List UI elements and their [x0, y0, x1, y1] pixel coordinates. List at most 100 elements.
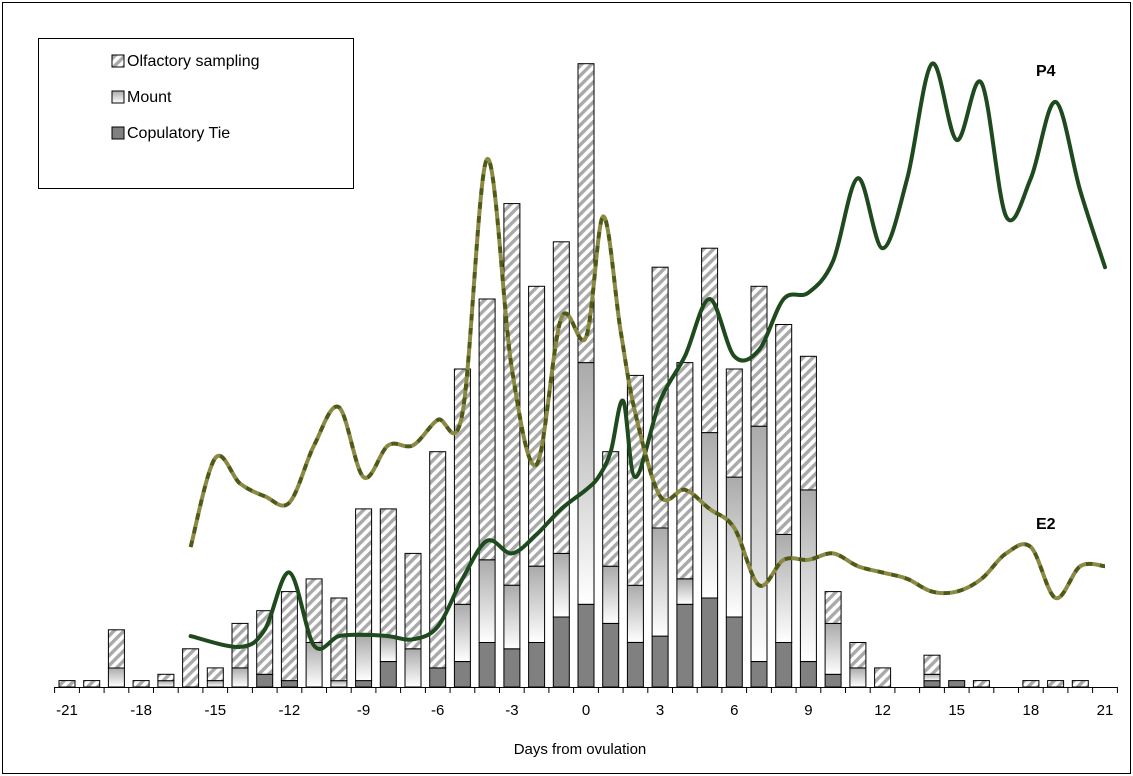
bar-olfactory-sampling-day--16 [182, 648, 200, 688]
bar-copulatory-tie-day-9 [799, 661, 817, 688]
bar-copulatory-tie-day--12 [280, 680, 298, 688]
bar-copulatory-tie-day--6 [429, 667, 447, 688]
bar-olfactory-sampling-day-16 [972, 680, 990, 688]
bar-mount-day-11 [849, 667, 867, 688]
bar-olfactory-sampling-day--19 [107, 629, 125, 669]
bar-mount-day-2 [626, 584, 644, 643]
bar-copulatory-tie-day--4 [478, 642, 496, 688]
bar-olfactory-sampling-day-4 [676, 362, 694, 580]
bar-olfactory-sampling-day-12 [874, 667, 892, 688]
bar-mount-day-9 [799, 489, 817, 662]
bar-mount-day--15 [206, 680, 224, 688]
bar-mount-day-14 [923, 673, 941, 682]
bar-mount-day-8 [775, 533, 793, 644]
bar-olfactory-sampling-day--6 [429, 451, 447, 669]
bar-copulatory-tie-day-5 [701, 597, 719, 688]
bar-mount-day-7 [750, 425, 768, 663]
x-tick-label: -15 [204, 702, 226, 719]
bar-copulatory-tie-day--5 [453, 661, 471, 688]
bar-mount-day-1 [602, 565, 620, 624]
bar-copulatory-tie-day--9 [355, 680, 373, 688]
bar-mount-day-6 [725, 476, 743, 618]
bar-olfactory-sampling-day--21 [58, 680, 76, 688]
bar-olfactory-sampling-day-9 [799, 355, 817, 491]
bar-mount-day-5 [701, 432, 719, 599]
x-ticks-group: -21 -18 -15 -12 -9 -6 -3 0 3 6 9 12 15 18 21 [54, 687, 1118, 719]
bar-mount-day--19 [107, 667, 125, 688]
bar-olfactory-sampling-day-6 [725, 368, 743, 478]
bar-copulatory-tie-day--1 [552, 616, 570, 688]
bar-mount-day--9 [355, 635, 373, 682]
bar-olfactory-sampling-day-19 [1047, 680, 1065, 688]
bar-olfactory-sampling-day--1 [552, 241, 570, 554]
legend-swatch-olfactory [111, 54, 125, 68]
bar-mount-day--1 [552, 552, 570, 618]
bar-copulatory-tie-day-3 [651, 635, 669, 688]
legend-box [38, 38, 354, 189]
legend-label-tie: Copulatory Tie [127, 125, 230, 142]
bar-mount-day--7 [404, 648, 422, 688]
x-tick-label: 21 [1097, 702, 1114, 719]
bar-copulatory-tie-day-14 [923, 680, 941, 688]
bar-olfactory-sampling-day-10 [824, 591, 842, 624]
annotation-p4: P4 [1036, 63, 1056, 80]
line-e2-dash-a [188, 157, 1106, 601]
bar-olfactory-sampling-day--9 [355, 508, 373, 637]
x-tick-label: -9 [357, 702, 370, 719]
legend-label-olfactory: Olfactory sampling [127, 53, 260, 70]
bar-olfactory-sampling-day-5 [701, 247, 719, 434]
x-tick-label: -18 [130, 702, 152, 719]
legend-swatch-tie [111, 126, 125, 140]
annotation-e2: E2 [1036, 516, 1056, 533]
bar-olfactory-sampling-day-8 [775, 324, 793, 535]
bar-copulatory-tie-day-2 [626, 642, 644, 688]
x-tick-label: -21 [56, 702, 78, 719]
bar-mount-day--2 [528, 565, 546, 644]
x-tick-label: 18 [1023, 702, 1040, 719]
lines-group [188, 61, 1107, 651]
x-tick-label: 12 [874, 702, 891, 719]
bar-olfactory-sampling-day-20 [1071, 680, 1089, 688]
bar-olfactory-sampling-day-14 [923, 654, 941, 675]
bar-copulatory-tie-day--3 [503, 648, 521, 688]
bar-olfactory-sampling-day--18 [132, 680, 150, 688]
bar-olfactory-sampling-day--3 [503, 203, 521, 586]
bar-copulatory-tie-day-1 [602, 622, 620, 688]
x-tick-label: 0 [582, 702, 590, 719]
bar-mount-day--14 [231, 667, 249, 688]
bar-copulatory-tie-day--8 [379, 661, 397, 688]
bar-olfactory-sampling-day--7 [404, 552, 422, 650]
x-tick-label: 15 [948, 702, 965, 719]
bar-olfactory-sampling-day-18 [1022, 680, 1040, 688]
bar-olfactory-sampling-day--20 [83, 680, 101, 688]
legend-label-mount: Mount [127, 89, 172, 106]
bars-group [58, 63, 1089, 688]
bar-copulatory-tie-day-0 [577, 603, 595, 688]
bar-mount-day--4 [478, 559, 496, 643]
x-tick-label: -6 [431, 702, 444, 719]
x-tick-label: -3 [505, 702, 518, 719]
bar-mount-day--17 [157, 680, 175, 688]
x-tick-label: 3 [656, 702, 664, 719]
bar-olfactory-sampling-day-0 [577, 63, 595, 364]
x-tick-label: -12 [279, 702, 301, 719]
x-tick-label: 6 [730, 702, 738, 719]
bar-copulatory-tie-day-7 [750, 661, 768, 688]
bar-copulatory-tie-day-15 [948, 680, 966, 688]
bar-copulatory-tie-day--2 [528, 642, 546, 688]
bar-mount-day-10 [824, 622, 842, 675]
bar-mount-day--3 [503, 584, 521, 650]
bar-copulatory-tie-day-4 [676, 603, 694, 688]
bar-copulatory-tie-day--13 [256, 673, 274, 688]
bar-copulatory-tie-day-6 [725, 616, 743, 688]
bar-olfactory-sampling-day--4 [478, 298, 496, 561]
bar-copulatory-tie-day-10 [824, 673, 842, 688]
line-p4 [188, 61, 1107, 651]
bar-copulatory-tie-day-8 [775, 642, 793, 688]
x-tick-label: 9 [804, 702, 812, 719]
bar-olfactory-sampling-day--2 [528, 285, 546, 567]
bar-mount-day-3 [651, 527, 669, 637]
bar-mount-day--10 [330, 680, 348, 688]
bar-olfactory-sampling-day--17 [157, 673, 175, 682]
